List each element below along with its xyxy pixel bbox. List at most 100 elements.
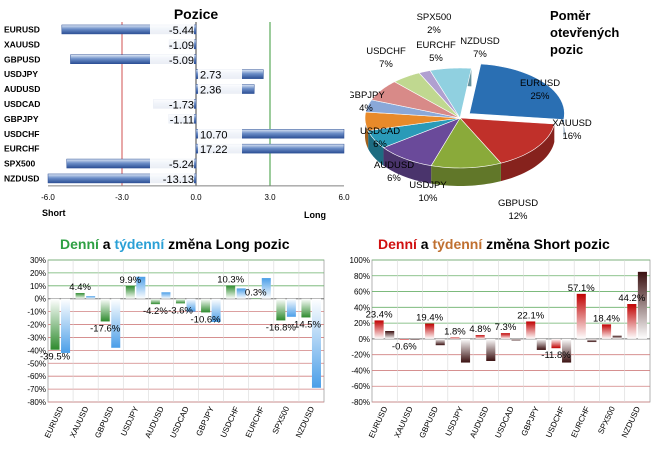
short-title-daily: Denní [378, 236, 417, 252]
daily-bar [75, 293, 85, 299]
weekly-bar [211, 298, 221, 322]
value-label-bg [150, 97, 194, 111]
long-change-chart: Denní a týdenní změna Long pozic 30% 20% 1… [0, 232, 332, 452]
category-label: EURCHF [4, 144, 39, 154]
y-tick-label: -80% [351, 398, 370, 407]
weekly-bar [111, 298, 121, 348]
short-label: Short [42, 208, 66, 218]
position-bar [195, 143, 345, 154]
y-tick-label: -20% [27, 321, 46, 330]
x-tick-label: 0.0 [190, 193, 202, 202]
pie-slice-top [367, 117, 461, 148]
data-label: -14.5% [291, 319, 322, 330]
y-tick-label: -80% [27, 398, 46, 407]
pie-label: EURUSD [520, 78, 560, 89]
short-chart-title: Denní a týdenní změna Short pozic [378, 236, 610, 252]
y-tick-label: 10% [30, 282, 46, 291]
weekly-bar [61, 298, 71, 353]
pie-slice-top [382, 117, 461, 166]
category-label: EURCHF [569, 405, 591, 439]
category-label: EURUSD [367, 405, 390, 440]
y-tick-label: 100% [350, 256, 370, 265]
weekly-bar [161, 292, 171, 299]
pie-slice-top [429, 67, 472, 119]
daily-bar [100, 298, 110, 322]
category-label: AUDUSD [143, 405, 166, 440]
y-tick-label: -60% [351, 382, 370, 391]
value-label: -1.09 [169, 40, 194, 52]
position-bar [195, 129, 345, 139]
value-label: -5.09 [169, 55, 194, 67]
value-label: -5.44 [169, 25, 194, 37]
category-label: SPX500 [4, 159, 35, 169]
category-label: NZDUSD [620, 405, 642, 439]
pie-title-line: Poměr [550, 8, 590, 23]
daily-bar [500, 333, 510, 339]
weekly-bar [186, 298, 196, 312]
y-tick-label: -60% [27, 372, 46, 381]
long-change-svg: 30% 20% 10% 0% -10% -20% -30% -40% -50% -60% -70% -… [27, 256, 325, 440]
data-label: 19.4% [416, 313, 443, 324]
category-label: USDJPY [4, 69, 38, 79]
weekly-bar [136, 276, 146, 299]
category-label: USDJPY [119, 404, 141, 437]
y-tick-label: 80% [354, 272, 370, 281]
category-label: XAUUSD [68, 405, 90, 439]
data-label: -11.8% [541, 350, 571, 361]
ratio-pie-chart: EURUSD 25% XAUUSD 16% GBPUSD 12% USDJPY 10% AUDU… [347, 0, 657, 230]
daily-bar [201, 298, 211, 313]
pie-pct: 2% [427, 25, 441, 36]
daily-bar [226, 285, 236, 299]
x-tick-label: -6.0 [41, 193, 55, 202]
weekly-bar [435, 338, 445, 346]
long-chart-title: Denní a týdenní změna Long pozic [60, 236, 289, 252]
pie-pct: 7% [473, 49, 487, 60]
value-label: 2.73 [200, 70, 221, 82]
y-tick-label: -10% [27, 308, 46, 317]
position-bar [70, 54, 197, 64]
pie-pct: 10% [418, 193, 438, 204]
pie-label: GBPUSD [498, 198, 538, 209]
pie-label: XAUUSD [552, 118, 592, 129]
long-label: Long [304, 210, 326, 220]
category-label: USDCHF [544, 405, 566, 439]
value-label-bg [198, 142, 242, 156]
pie-slice-side [500, 123, 555, 182]
pie-slice-side [383, 147, 432, 184]
daily-bar [276, 298, 286, 321]
category-label: GBPJPY [194, 404, 216, 437]
data-label: 22.1% [517, 310, 544, 321]
y-tick-label: 30% [30, 256, 46, 265]
category-label: EURUSD [4, 24, 40, 34]
value-label-bg [150, 22, 194, 36]
positions-title: Pozice [174, 6, 219, 22]
value-label: -13.13 [163, 174, 194, 186]
pie-slice-side [368, 130, 384, 166]
y-tick-label: -50% [27, 359, 46, 368]
short-title-rest: změna Short pozic [482, 236, 610, 252]
category-label: NZDUSD [4, 173, 39, 183]
category-label: EURUSD [43, 405, 66, 440]
category-label: GBPUSD [4, 54, 40, 64]
pie-pct: 25% [530, 91, 550, 102]
pie-label: NZDUSD [460, 36, 500, 47]
weekly-bar [562, 338, 572, 363]
weekly-bar [385, 331, 395, 339]
value-label-bg [150, 157, 194, 171]
value-label-bg [150, 37, 194, 51]
category-label: USDCAD [168, 405, 191, 440]
long-title-weekly: týdenní [114, 236, 165, 252]
value-label-bg [198, 127, 242, 141]
y-tick-label: -40% [27, 346, 46, 355]
pie-pct: 16% [562, 131, 582, 142]
weekly-bar [486, 338, 496, 361]
daily-bar [425, 323, 435, 339]
y-tick-label: -70% [27, 385, 46, 394]
category-label: XAUUSD [392, 405, 414, 439]
pie-pct: 5% [429, 53, 443, 64]
daily-bar [627, 304, 637, 339]
data-label: 7.3% [495, 322, 517, 333]
category-label: USDCHF [4, 129, 39, 139]
value-label: 17.22 [200, 144, 228, 156]
value-label-bg [150, 171, 194, 185]
